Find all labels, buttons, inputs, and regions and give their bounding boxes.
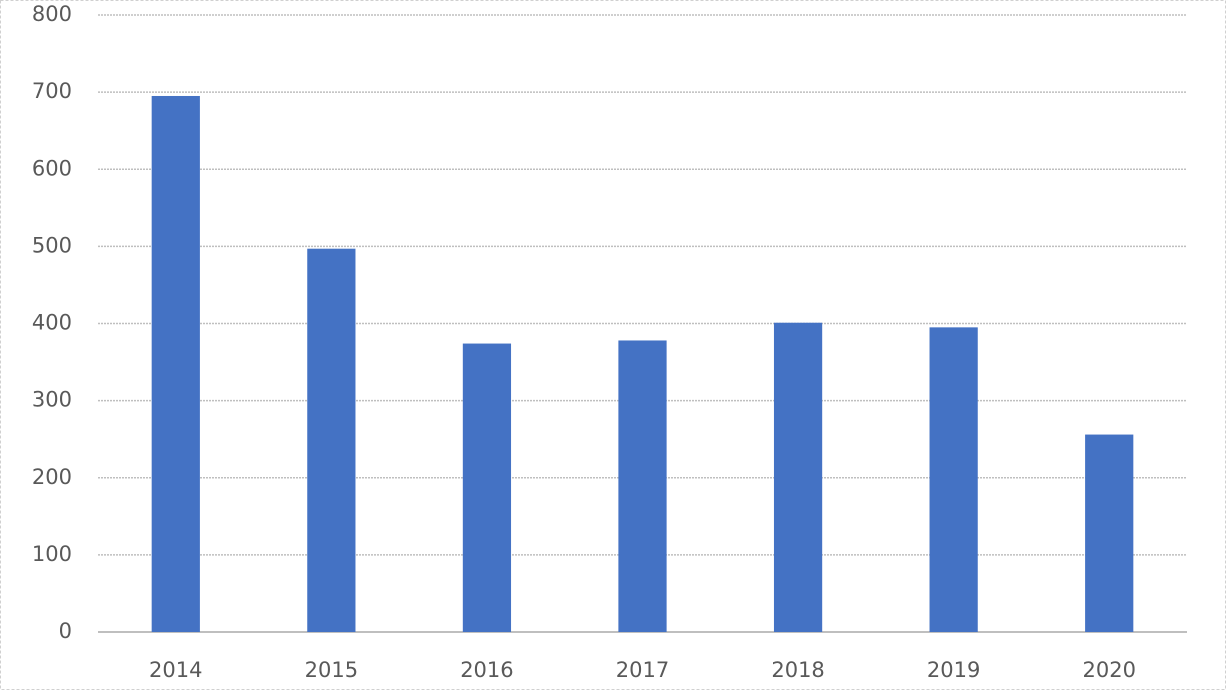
y-tick-label: 800 (32, 2, 72, 26)
y-tick-label: 300 (32, 388, 72, 412)
y-tick-label: 500 (32, 233, 72, 257)
bar (773, 322, 823, 632)
y-tick-label: 0 (59, 619, 72, 643)
bar (307, 248, 356, 632)
x-tick-label: 2016 (460, 658, 513, 682)
bar (618, 340, 667, 632)
x-tick-label: 2017 (616, 658, 669, 682)
bar (929, 327, 978, 632)
y-tick-label: 400 (32, 311, 72, 335)
y-tick-label: 100 (32, 542, 72, 566)
x-tick-label: 2018 (771, 658, 824, 682)
x-tick-label: 2014 (149, 658, 202, 682)
x-tick-label: 2020 (1082, 658, 1135, 682)
bar (462, 343, 512, 632)
bar (151, 95, 200, 632)
bar (1085, 434, 1134, 632)
x-tick-label: 2019 (927, 658, 980, 682)
y-tick-label: 200 (32, 465, 72, 489)
y-tick-label: 700 (32, 79, 72, 103)
x-tick-label: 2015 (305, 658, 358, 682)
y-tick-label: 600 (32, 156, 72, 180)
